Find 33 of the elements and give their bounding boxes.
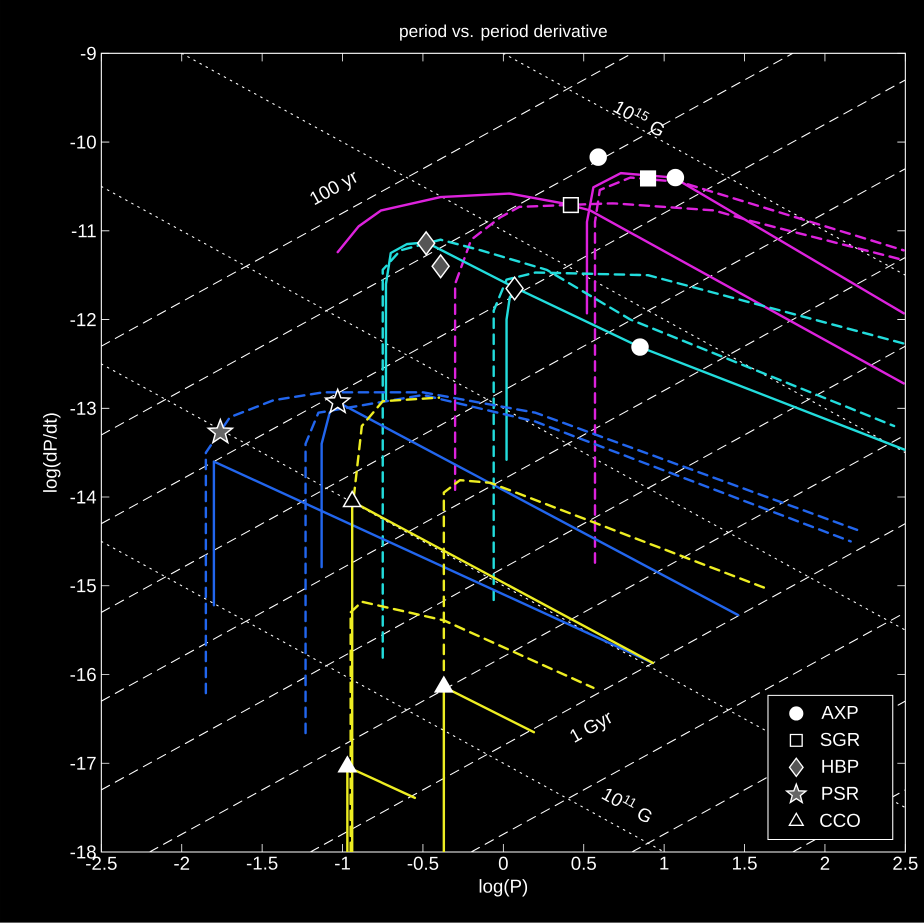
legend-label: PSR: [822, 786, 858, 800]
annotation: 10$^{15}$ G: [613, 102, 664, 136]
chart-title: period vs. period derivative: [400, 24, 607, 41]
x-tick-label: -1: [335, 856, 350, 870]
x-tick-label: -2.5: [86, 856, 117, 870]
x-tick-label: 0: [498, 856, 508, 870]
legend-label: AXP: [821, 706, 858, 720]
y-tick-label: -11: [72, 224, 96, 238]
legend-label: SGR: [820, 733, 860, 746]
y-tick-label: -13: [70, 402, 96, 416]
annotation: 10$^{11}$ G: [601, 788, 652, 822]
y-tick-label: -18: [70, 846, 96, 859]
x-tick-label: -2: [174, 856, 190, 870]
x-tick-label: 1.5: [732, 856, 757, 870]
x-tick-label: -1.5: [246, 856, 278, 870]
y-tick-label: -9: [80, 46, 96, 60]
x-tick-label: 1: [660, 856, 668, 870]
x-tick-label: 2: [820, 856, 830, 870]
legend-label: CCO: [820, 814, 860, 828]
x-tick-label: 2.5: [893, 856, 918, 870]
legend-label: HBP: [822, 760, 858, 773]
annotation: 100 yr: [310, 172, 356, 206]
x-tick-label: 0.5: [571, 856, 596, 870]
y-tick-label: -16: [70, 668, 96, 682]
x-tick-label: -0.5: [408, 856, 438, 870]
y-tick-label: -15: [70, 579, 96, 592]
y-tick-label: -12: [70, 313, 96, 326]
y-tick-label: -17: [70, 757, 96, 770]
annotation: 1 Gyr: [570, 712, 612, 743]
y-axis-title: log(dP/dt): [43, 414, 60, 492]
y-tick-label: -14: [70, 490, 96, 504]
y-tick-label: -10: [70, 136, 96, 149]
x-axis-title: log(P): [480, 879, 528, 897]
